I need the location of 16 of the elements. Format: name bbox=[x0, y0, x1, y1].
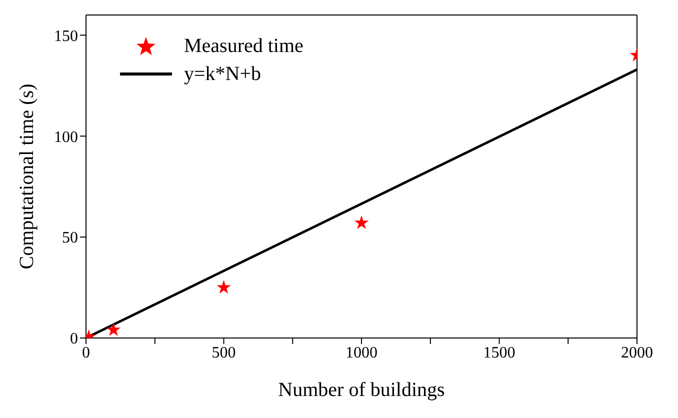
legend-label: Measured time bbox=[184, 34, 304, 59]
legend-label: y=k*N+b bbox=[184, 62, 262, 87]
y-tick-label: 150 bbox=[54, 28, 78, 45]
x-tick-label: 500 bbox=[212, 344, 236, 362]
y-tick-label: 0 bbox=[70, 330, 78, 348]
x-tick-label: 1000 bbox=[346, 344, 378, 362]
x-tick-label: 0 bbox=[82, 344, 90, 362]
x-axis-title: Number of buildings bbox=[278, 379, 446, 401]
point bbox=[354, 215, 369, 230]
point bbox=[216, 280, 231, 294]
point bbox=[106, 322, 121, 336]
y-tick-label: 100 bbox=[54, 128, 78, 146]
y-axis-title: Computational time (s) bbox=[16, 84, 38, 270]
y-tick-label: 50 bbox=[62, 230, 78, 247]
x-tick-label: 2000 bbox=[621, 344, 653, 362]
x-tick-label: 1500 bbox=[483, 344, 516, 362]
